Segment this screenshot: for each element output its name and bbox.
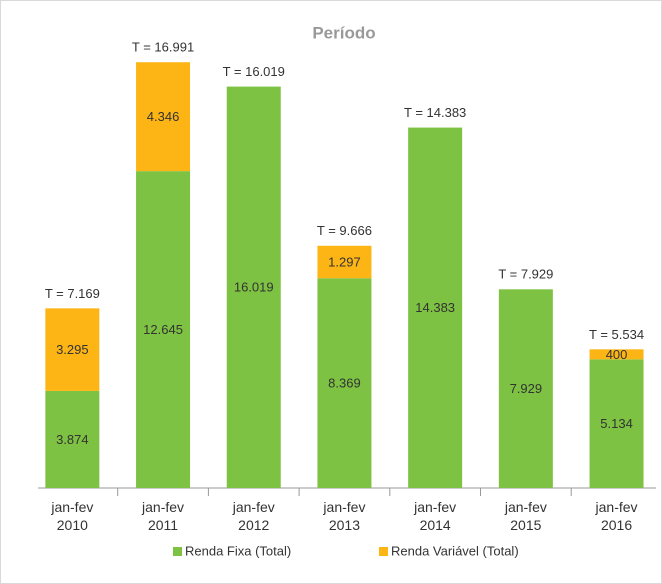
legend-label: Renda Fixa (Total) — [185, 543, 291, 558]
bar-segment — [136, 62, 191, 172]
x-tick-label: jan-fev 2016 — [595, 499, 638, 533]
value-label: 4.346 — [147, 109, 180, 124]
chart-title: Período — [312, 23, 375, 42]
bar-segment — [317, 245, 372, 279]
value-label: 8.369 — [328, 376, 361, 391]
total-label: T = 16.991 — [132, 40, 194, 55]
x-tick-label: jan-fev 2012 — [232, 499, 275, 533]
bar-segment — [45, 390, 100, 488]
value-label: 3.295 — [56, 342, 89, 357]
total-label: T = 14.383 — [404, 105, 466, 120]
x-tick-label: jan-fev 2011 — [142, 499, 185, 533]
value-label: 400 — [606, 347, 628, 362]
total-label: T = 5.534 — [589, 327, 644, 342]
value-label: 16.019 — [234, 280, 274, 295]
bar-segment — [589, 349, 644, 360]
bar-segment — [317, 278, 372, 488]
x-tick-label: jan-fev 2014 — [414, 499, 457, 533]
bar-segment — [408, 127, 463, 488]
bar-segment — [226, 86, 281, 488]
bar-segment — [136, 171, 191, 489]
bar-segment — [45, 308, 100, 391]
x-tick-label: jan-fev 2010 — [51, 499, 94, 533]
total-label: T = 16.019 — [223, 64, 285, 79]
legend-swatch — [173, 547, 182, 556]
value-label: 1.297 — [328, 254, 361, 269]
x-tick-label: jan-fev 2013 — [323, 499, 366, 533]
legend-label: Renda Variável (Total) — [391, 543, 519, 558]
value-label: 5.134 — [600, 416, 633, 431]
legend-swatch — [379, 547, 388, 556]
total-label: T = 7.929 — [498, 267, 553, 282]
value-label: 12.645 — [143, 322, 183, 337]
total-label: T = 7.169 — [45, 286, 100, 301]
value-label: 14.383 — [415, 300, 455, 315]
bar-segment — [498, 289, 553, 488]
bar-segment — [589, 359, 644, 488]
value-label: 7.929 — [510, 381, 543, 396]
value-label: 3.874 — [56, 432, 89, 447]
x-tick-label: jan-fev 2015 — [504, 499, 547, 533]
total-label: T = 9.666 — [317, 223, 372, 238]
